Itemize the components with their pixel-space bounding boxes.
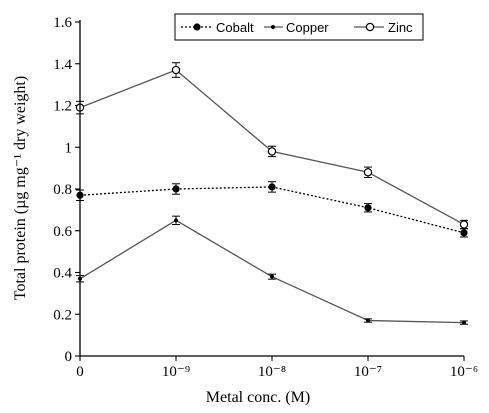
x-tick-label: 10⁻⁷ — [354, 364, 382, 380]
series-copper — [76, 215, 468, 325]
y-tick-label: 0.2 — [53, 307, 72, 323]
data-point-zinc — [171, 65, 181, 75]
y-axis-title: Total protein (µg mg⁻¹ dry weight) — [12, 76, 29, 300]
legend-marker-copper — [271, 25, 275, 29]
x-axis-ticks: 0 10⁻⁹ 10⁻⁸ 10⁻⁷ 10⁻⁶ — [76, 356, 478, 380]
y-tick-label: 0.6 — [53, 224, 72, 240]
legend-item-cobalt: Cobalt — [181, 20, 254, 35]
data-point-zinc — [459, 220, 469, 229]
data-point-cobalt — [460, 229, 468, 237]
y-tick-label: 0.8 — [53, 182, 72, 198]
series-layer — [75, 62, 469, 325]
data-point-copper — [270, 274, 274, 279]
data-point-copper — [174, 218, 178, 223]
legend-label-zinc: Zinc — [388, 20, 413, 35]
y-tick-label: 1 — [65, 140, 73, 156]
legend-label-cobalt: Cobalt — [216, 20, 254, 35]
data-point-copper — [462, 320, 466, 325]
data-point-copper — [366, 318, 370, 323]
data-point-cobalt — [364, 204, 372, 212]
y-axis-ticks: 0 0.2 0.4 0.6 0.8 1 1.2 1.4 1.6 — [53, 15, 80, 365]
legend-item-copper: Copper — [264, 20, 329, 35]
series-cobalt — [76, 181, 468, 238]
y-tick-label: 0.4 — [53, 266, 72, 282]
x-tick-label: 10⁻⁶ — [450, 364, 478, 380]
x-axis-title: Metal conc. (M) — [206, 389, 310, 406]
data-point-cobalt — [172, 185, 180, 193]
data-point-zinc — [267, 147, 277, 156]
legend: Cobalt Copper Zinc — [174, 13, 424, 41]
x-tick-label: 10⁻⁸ — [258, 364, 286, 380]
legend-item-zinc: Zinc — [354, 20, 413, 35]
y-tick-label: 0 — [65, 349, 73, 365]
y-tick-label: 1.2 — [53, 99, 72, 115]
legend-label-copper: Copper — [286, 20, 329, 35]
x-tick-label: 0 — [76, 364, 84, 380]
legend-marker-cobalt — [193, 23, 201, 31]
series-line-copper — [79, 219, 465, 324]
series-zinc — [75, 62, 469, 230]
data-point-zinc — [363, 168, 373, 177]
y-tick-label: 1.6 — [53, 15, 72, 31]
legend-marker-zinc — [365, 22, 375, 32]
y-tick-label: 1.4 — [53, 57, 72, 73]
x-tick-label: 10⁻⁹ — [162, 364, 190, 380]
data-point-cobalt — [268, 183, 276, 191]
